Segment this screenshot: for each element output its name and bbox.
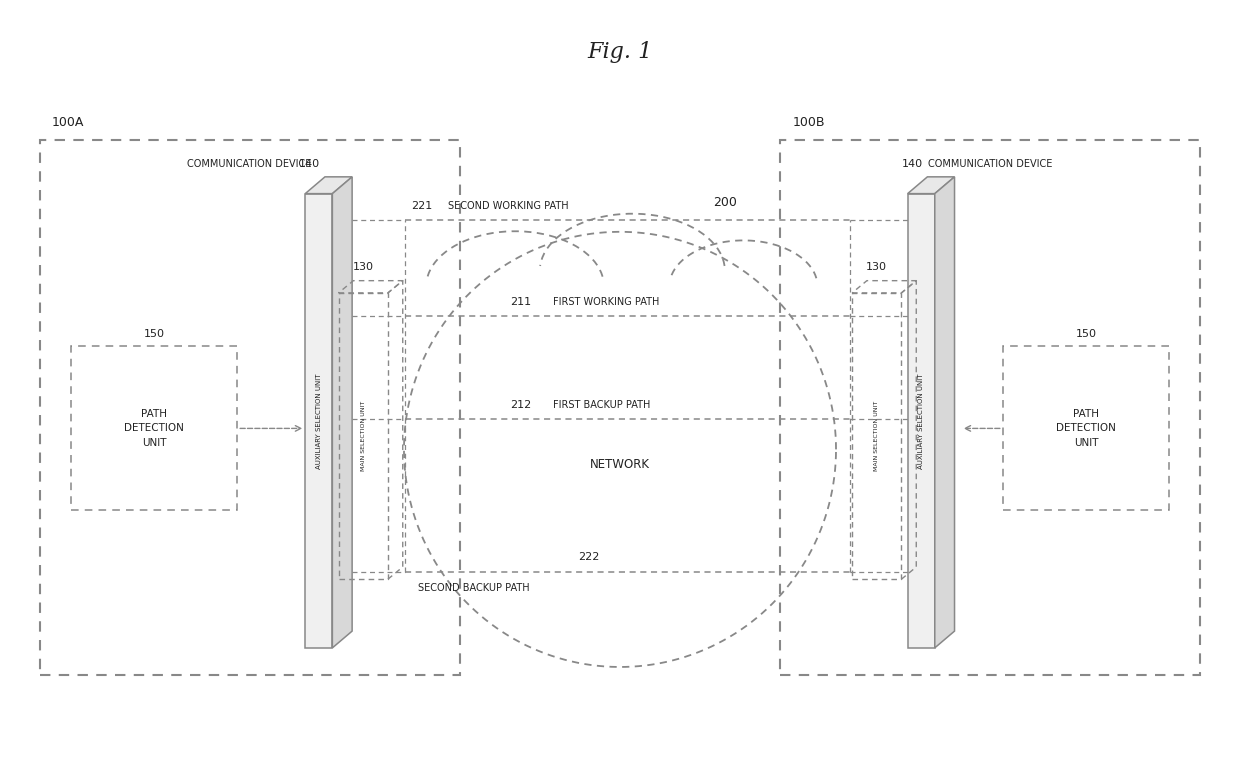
Text: FIRST BACKUP PATH: FIRST BACKUP PATH: [553, 400, 651, 410]
Text: 222: 222: [578, 552, 599, 562]
Text: PATH
DETECTION
UNIT: PATH DETECTION UNIT: [1056, 408, 1116, 448]
Text: 200: 200: [713, 196, 737, 209]
Text: FIRST WORKING PATH: FIRST WORKING PATH: [553, 297, 660, 307]
Text: Fig. 1: Fig. 1: [588, 42, 652, 63]
Text: MAIN SELECTION UNIT: MAIN SELECTION UNIT: [361, 401, 366, 471]
Text: COMMUNICATION DEVICE: COMMUNICATION DEVICE: [929, 159, 1053, 169]
Bar: [305, 194, 332, 648]
Text: 140: 140: [299, 159, 320, 169]
Bar: [40, 140, 460, 674]
Polygon shape: [935, 177, 955, 648]
Text: AUXILIARY SELECTION UNIT: AUXILIARY SELECTION UNIT: [316, 373, 322, 468]
Text: 211: 211: [510, 297, 531, 307]
Text: NETWORK: NETWORK: [590, 458, 650, 471]
Text: 212: 212: [510, 400, 532, 410]
Text: 150: 150: [144, 328, 165, 338]
Text: 100B: 100B: [792, 116, 826, 128]
Text: SECOND WORKING PATH: SECOND WORKING PATH: [449, 201, 569, 211]
Polygon shape: [305, 177, 352, 194]
Text: MAIN SELECTION UNIT: MAIN SELECTION UNIT: [874, 401, 879, 471]
Polygon shape: [908, 177, 955, 194]
Text: 221: 221: [412, 201, 433, 211]
Text: COMMUNICATION DEVICE: COMMUNICATION DEVICE: [187, 159, 311, 169]
Text: 140: 140: [901, 159, 923, 169]
Text: 130: 130: [867, 261, 888, 271]
Bar: [71, 346, 237, 511]
Text: PATH
DETECTION
UNIT: PATH DETECTION UNIT: [124, 408, 184, 448]
Bar: [1003, 346, 1169, 511]
Bar: [852, 293, 901, 579]
Bar: [339, 293, 388, 579]
Bar: [908, 194, 935, 648]
Bar: [780, 140, 1200, 674]
Text: AUXILIARY SELECTION UNIT: AUXILIARY SELECTION UNIT: [918, 373, 924, 468]
Text: 130: 130: [352, 261, 373, 271]
Text: SECOND BACKUP PATH: SECOND BACKUP PATH: [418, 583, 529, 593]
Text: 100A: 100A: [52, 116, 84, 128]
Polygon shape: [332, 177, 352, 648]
Text: 150: 150: [1075, 328, 1096, 338]
